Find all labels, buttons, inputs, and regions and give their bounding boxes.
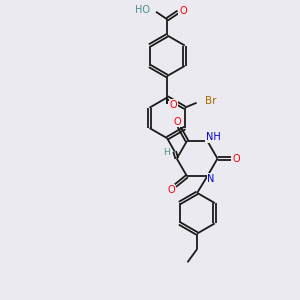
Text: Br: Br [205, 96, 217, 106]
Text: H: H [163, 148, 170, 157]
Text: O: O [174, 117, 182, 127]
Text: O: O [170, 100, 177, 110]
Text: O: O [167, 185, 175, 195]
Text: N: N [208, 174, 215, 184]
Text: O: O [233, 154, 241, 164]
Text: HO: HO [135, 5, 150, 15]
Text: O: O [179, 6, 187, 16]
Text: NH: NH [206, 132, 221, 142]
